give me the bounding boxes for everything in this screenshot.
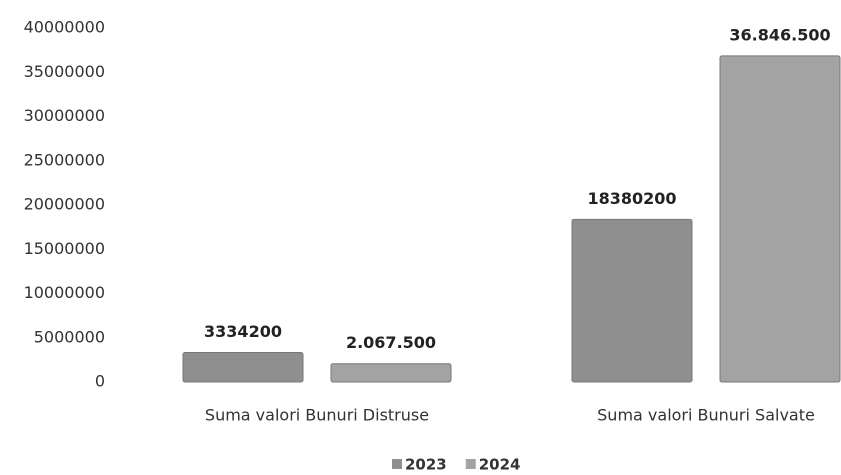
value-label: 3334200 — [204, 322, 282, 341]
y-tick-label: 25000000 — [24, 150, 105, 169]
y-tick-label: 35000000 — [24, 62, 105, 81]
x-tick-label: Suma valori Bunuri Salvate — [597, 406, 815, 425]
bar — [719, 55, 841, 383]
bar — [330, 363, 452, 383]
bar — [571, 218, 693, 383]
y-tick-label: 15000000 — [24, 239, 105, 258]
y-tick-label: 30000000 — [24, 106, 105, 125]
x-tick-label: Suma valori Bunuri Distruse — [205, 406, 429, 425]
y-tick-label: 5000000 — [34, 327, 105, 346]
legend-label: 2023 — [405, 456, 447, 474]
y-tick-label: 10000000 — [24, 283, 105, 302]
value-label: 18380200 — [587, 189, 676, 208]
bar — [182, 351, 304, 383]
value-label: 36.846.500 — [729, 25, 830, 44]
y-tick-label: 20000000 — [24, 195, 105, 214]
y-tick-label: 40000000 — [24, 18, 105, 37]
legend-swatch — [465, 459, 476, 469]
y-tick-label: 0 — [95, 372, 105, 391]
value-label: 2.067.500 — [346, 333, 436, 352]
legend-swatch — [392, 459, 402, 469]
legend-label: 2024 — [479, 456, 521, 474]
